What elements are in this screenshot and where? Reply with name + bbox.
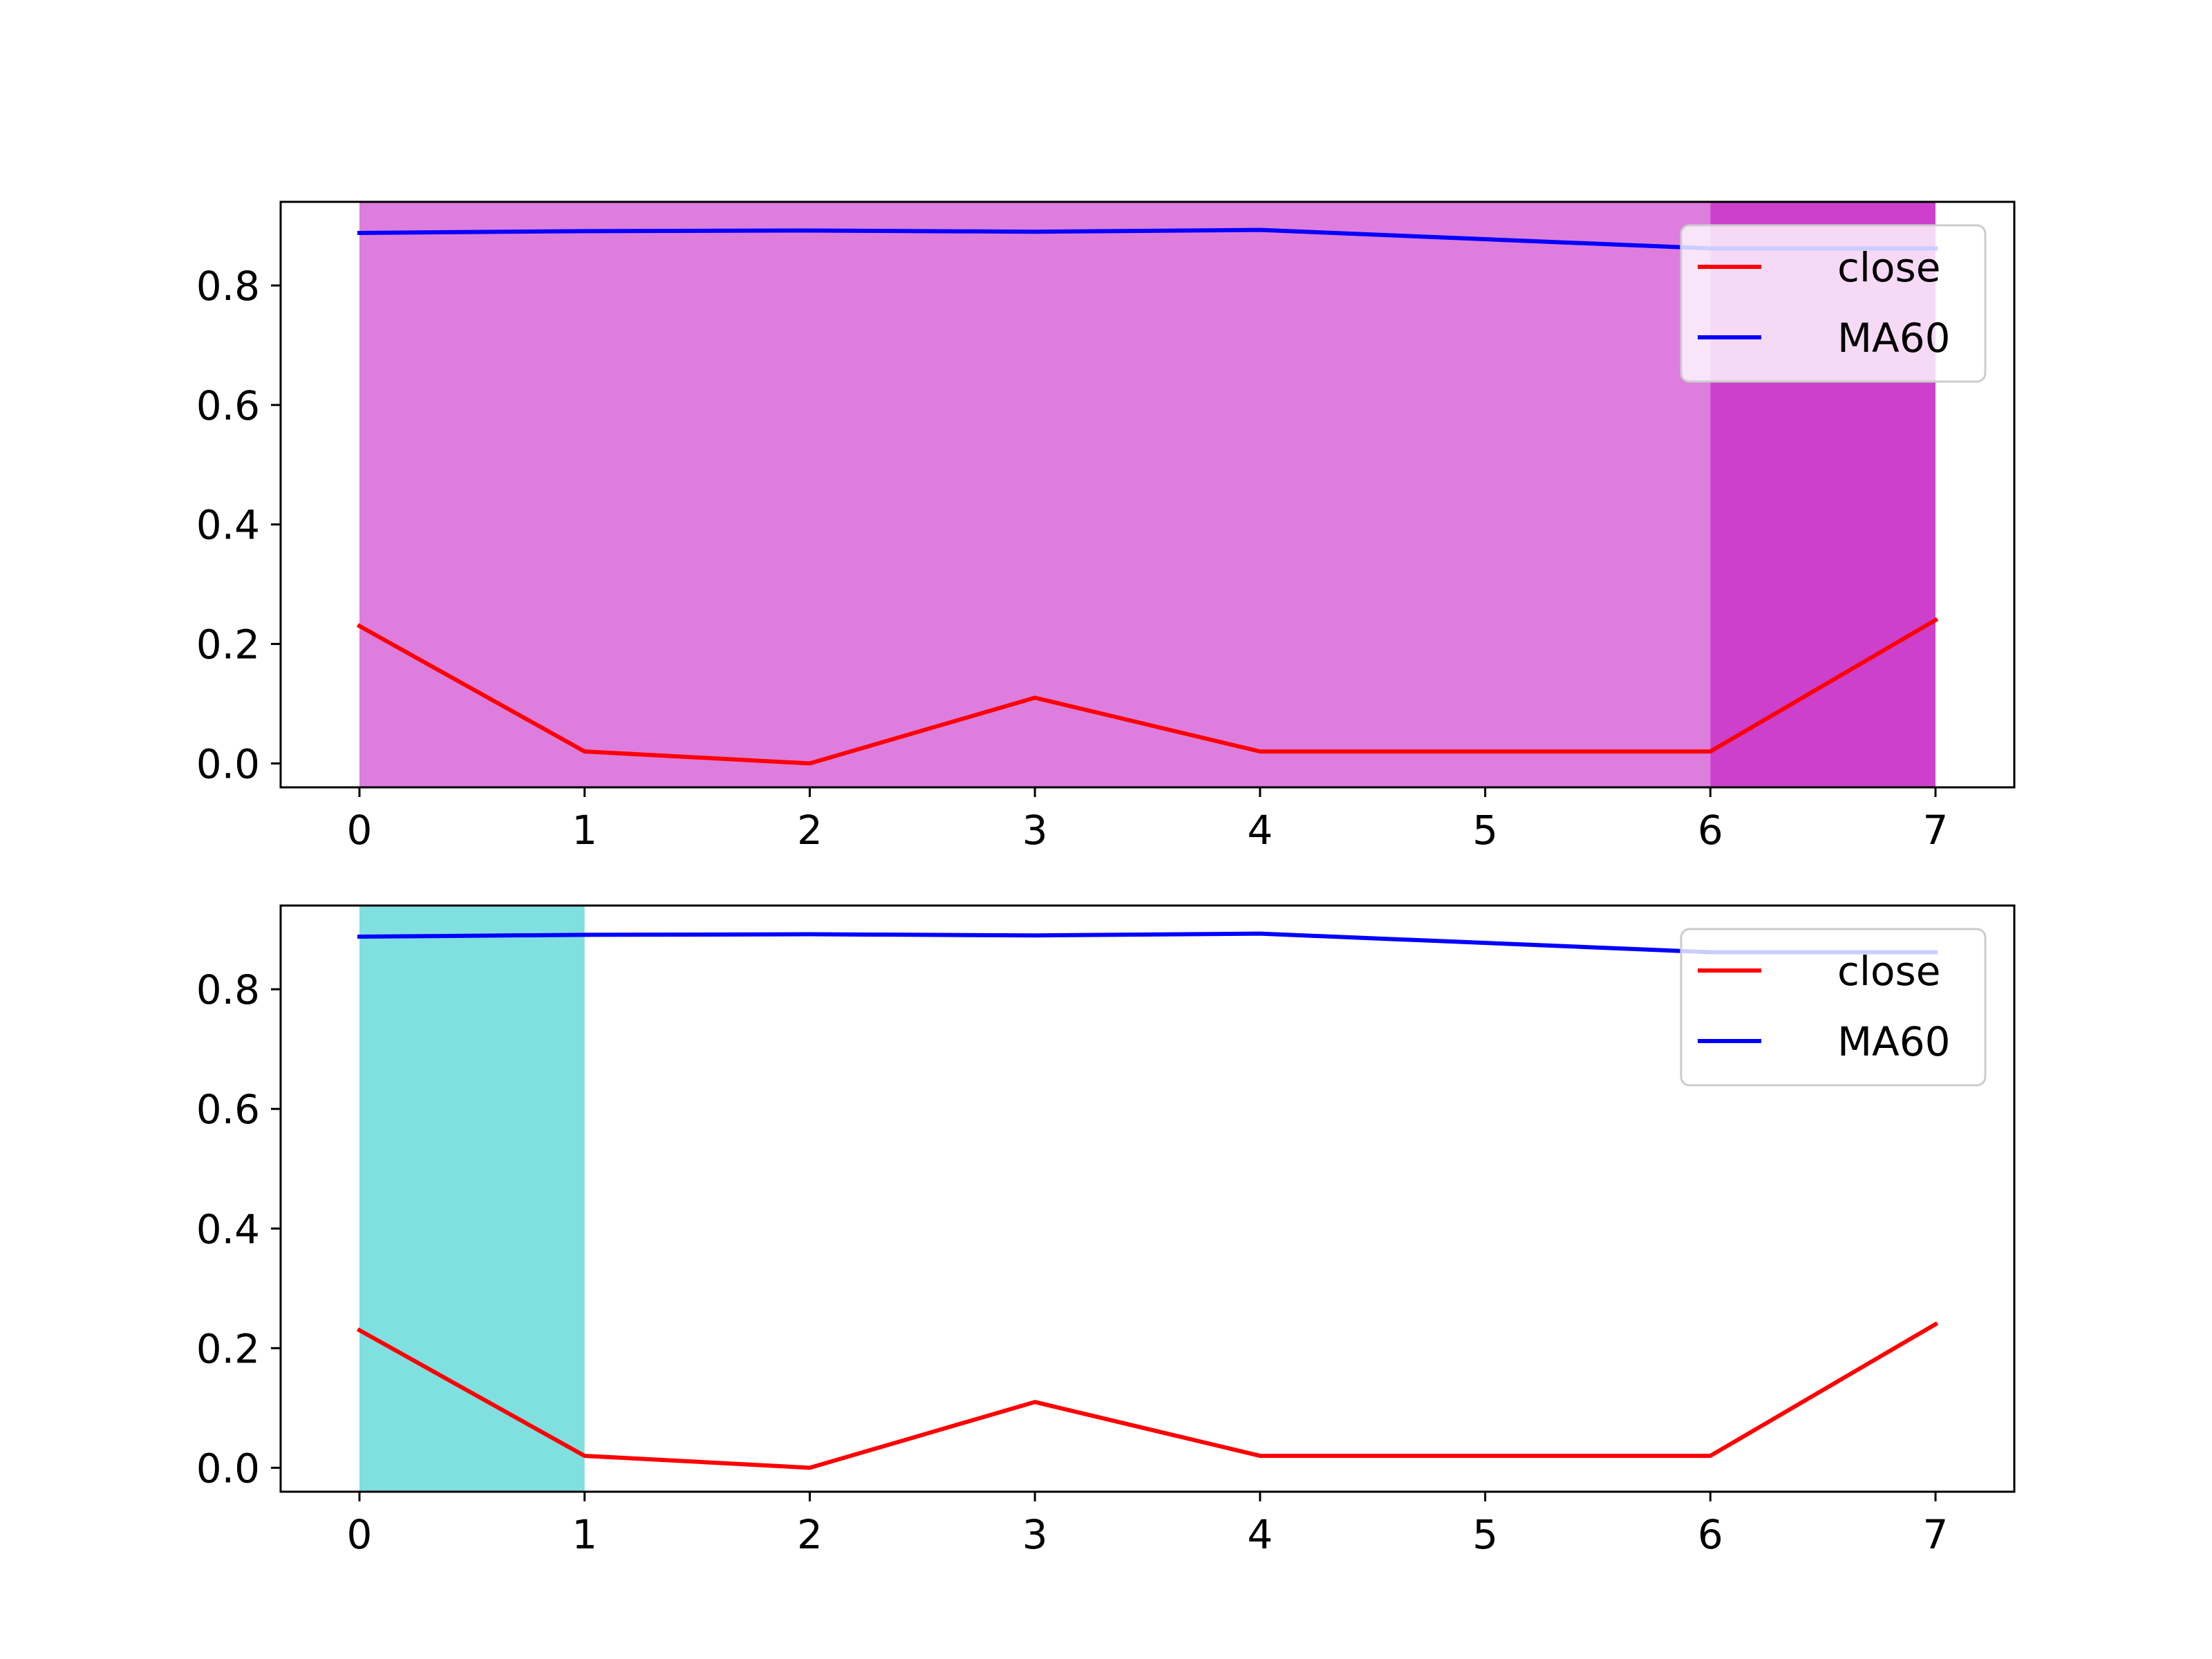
shaded-region: [359, 202, 1711, 787]
x-tick-label: 4: [1247, 1511, 1273, 1558]
series-line-close: [356, 1321, 1939, 1470]
legend-box: [1680, 224, 1987, 383]
y-tick-label: 0.2: [196, 621, 260, 668]
x-tick-label: 3: [1022, 807, 1048, 854]
x-tick-label: 7: [1923, 1511, 1949, 1558]
y-tick-label: 0.4: [196, 502, 260, 549]
legend: close MA60: [1680, 928, 1987, 1087]
legend: close MA60: [1680, 224, 1987, 383]
legend-box: [1680, 928, 1987, 1087]
x-tick-label: 1: [572, 807, 597, 854]
y-tick-label: 0.2: [196, 1325, 260, 1372]
axes-frame: [279, 904, 2016, 1493]
x-tick-label: 7: [1923, 807, 1949, 854]
legend-label: MA60: [1837, 1018, 1951, 1065]
top-subplot: 0 1 2 3 4 5 6 7 0.0 0.2 0.4 0.6 0.8 close MA60: [196, 200, 2016, 854]
axes-frame: [279, 200, 2016, 789]
x-tick-label: 0: [347, 807, 373, 854]
x-tick-label: 2: [797, 807, 823, 854]
x-tick-label: 5: [1472, 807, 1498, 854]
y-tick-label: 0.6: [196, 1086, 260, 1133]
legend-label: MA60: [1837, 315, 1951, 362]
y-tick-label: 0.0: [196, 740, 260, 787]
shaded-region: [359, 906, 585, 1492]
y-tick-label: 0.8: [196, 263, 260, 310]
series-line-close: [356, 617, 1939, 766]
bottom-subplot: 0 1 2 3 4 5 6 7 0.0 0.2 0.4 0.6 0.8 close MA60: [196, 904, 2016, 1558]
x-tick-label: 2: [797, 1511, 823, 1558]
x-tick-label: 6: [1698, 807, 1723, 854]
x-tick-label: 4: [1247, 807, 1273, 854]
y-tick-label: 0.8: [196, 966, 260, 1013]
x-tick-label: 0: [347, 1511, 373, 1558]
y-tick-label: 0.4: [196, 1206, 260, 1253]
x-tick-label: 1: [572, 1511, 597, 1558]
x-tick-label: 6: [1698, 1511, 1723, 1558]
x-tick-label: 5: [1472, 1511, 1498, 1558]
y-tick-label: 0.0: [196, 1445, 260, 1492]
x-tick-label: 3: [1022, 1511, 1048, 1558]
legend-label: close: [1837, 244, 1940, 291]
legend-label: close: [1837, 948, 1940, 995]
y-tick-label: 0.6: [196, 382, 260, 429]
